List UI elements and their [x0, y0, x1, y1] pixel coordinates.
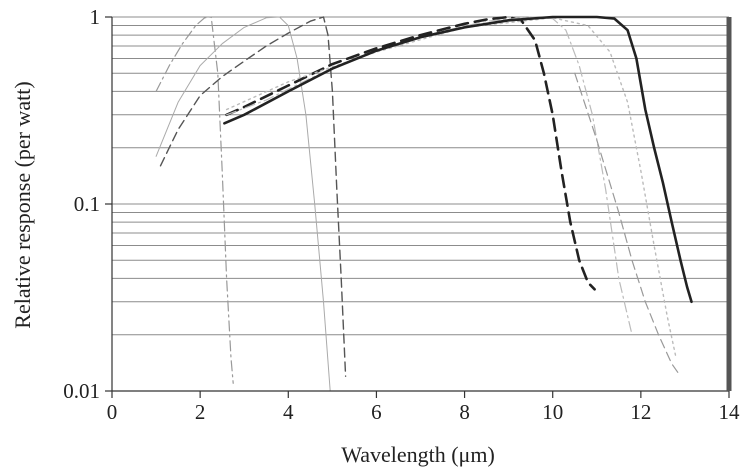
- y-tick-label: 0.1: [74, 192, 100, 216]
- series-line-5: [226, 16, 633, 336]
- x-axis-title: Wavelength (μm): [341, 442, 495, 467]
- x-tick-label: 8: [459, 400, 470, 424]
- series-line-3: [159, 16, 347, 377]
- y-axis-title: Relative response (per watt): [10, 81, 35, 328]
- series-line-4: [225, 15, 596, 291]
- x-tick-label: 10: [542, 400, 563, 424]
- x-tick-label: 12: [630, 400, 651, 424]
- x-tick-label: 0: [107, 400, 118, 424]
- grid: [112, 16, 729, 392]
- series-line-8: [574, 72, 682, 377]
- series-line-2: [155, 16, 331, 392]
- series-group: [155, 15, 693, 392]
- series-line-7: [223, 15, 693, 304]
- y-tick-label: 1: [90, 5, 101, 29]
- series-line-6: [225, 17, 677, 359]
- x-tick-label: 14: [719, 400, 741, 424]
- x-tick-label: 6: [371, 400, 382, 424]
- y-tick-label: 0.01: [63, 379, 100, 403]
- tick-labels: 0 2 4 6 8 10 12 14 0.01 0.1 1: [63, 5, 740, 424]
- x-tick-label: 2: [195, 400, 206, 424]
- x-tick-label: 4: [283, 400, 294, 424]
- axes: [105, 16, 732, 398]
- series-line-1: [155, 16, 234, 384]
